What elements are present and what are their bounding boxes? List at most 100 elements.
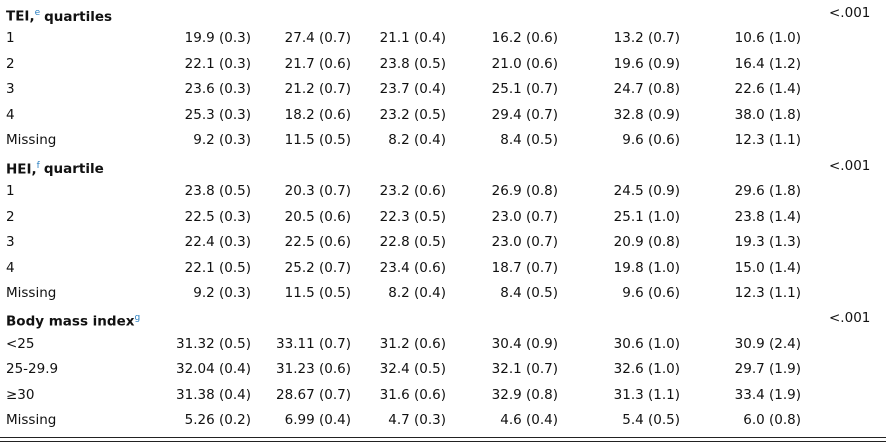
cell-value: 22.6 (1.4) [734,81,801,98]
p-value: <.001 [829,310,871,327]
footnote-marker: e [34,8,41,18]
section-header: Body mass indexg [6,309,140,331]
section-label: HEI, [6,161,37,178]
cell-value: 18.7 (0.7) [491,259,558,276]
row-label: Missing [6,284,57,301]
cell-value: 32.8 (0.9) [613,106,680,123]
cell-value: 38.0 (1.8) [734,106,801,123]
row-label: 4 [6,259,15,276]
cell-value: 9.2 (0.3) [193,132,251,149]
cell-value: 9.2 (0.3) [193,284,251,301]
cell-value: 19.9 (0.3) [184,30,251,47]
cell-value: 15.0 (1.4) [734,259,801,276]
cell-value: 29.6 (1.8) [734,183,801,200]
cell-value: 6.99 (0.4) [284,412,351,429]
cell-value: 16.4 (1.2) [734,55,801,72]
section-header: HEI,f quartile [6,157,104,179]
cell-value: 19.8 (1.0) [613,259,680,276]
row-label: Missing [6,412,57,429]
cell-value: 31.38 (0.4) [176,386,251,403]
cell-value: 22.4 (0.3) [184,234,251,251]
cell-value: 33.4 (1.9) [734,386,801,403]
section-label-suffix: quartile [43,161,104,178]
cell-value: 25.1 (1.0) [613,208,680,225]
section-label: TEI, [6,8,35,25]
cell-value: 8.2 (0.4) [388,132,446,149]
cell-value: 22.1 (0.3) [184,55,251,72]
section-label: Body mass index [6,313,135,330]
row-label: 4 [6,106,15,123]
cell-value: 22.1 (0.5) [184,259,251,276]
section-label-suffix: quartiles [44,8,113,25]
cell-value: 22.5 (0.3) [184,208,251,225]
cell-value: 20.9 (0.8) [613,234,680,251]
row-label: 3 [6,81,15,98]
cell-value: 21.1 (0.4) [379,30,446,47]
cell-value: 31.6 (0.6) [379,386,446,403]
cell-value: 4.6 (0.4) [500,412,558,429]
cell-value: 32.04 (0.4) [176,361,251,378]
cell-value: 29.7 (1.9) [734,361,801,378]
footnote-marker: f [36,160,40,171]
cell-value: 25.1 (0.7) [491,81,558,98]
row-label: 3 [6,234,15,251]
cell-value: 5.26 (0.2) [184,412,251,429]
cell-value: 23.8 (1.4) [734,208,801,225]
row-label: 2 [6,55,15,72]
cell-value: 23.8 (0.5) [184,183,251,200]
cell-value: 23.0 (0.7) [491,208,558,225]
cell-value: 26.9 (0.8) [491,183,558,200]
cell-value: 11.5 (0.5) [284,284,351,301]
cell-value: 23.4 (0.6) [379,259,446,276]
cell-value: 29.4 (0.7) [491,106,558,123]
cell-value: 6.0 (0.8) [743,412,801,429]
cell-value: 8.4 (0.5) [500,284,558,301]
cell-value: 9.6 (0.6) [622,132,680,149]
cell-value: 23.8 (0.5) [379,55,446,72]
cell-value: 8.2 (0.4) [388,284,446,301]
cell-value: 32.1 (0.7) [491,361,558,378]
cell-value: 12.3 (1.1) [734,132,801,149]
bottom-rule [0,441,886,442]
cell-value: 30.9 (2.4) [734,335,801,352]
cell-value: 27.4 (0.7) [284,30,351,47]
cell-value: 22.3 (0.5) [379,208,446,225]
cell-value: 11.5 (0.5) [284,132,351,149]
cell-value: 16.2 (0.6) [491,30,558,47]
cell-value: 31.3 (1.1) [613,386,680,403]
cell-value: 19.3 (1.3) [734,234,801,251]
cell-value: 33.11 (0.7) [276,335,351,352]
cell-value: 8.4 (0.5) [500,132,558,149]
cell-value: 25.3 (0.3) [184,106,251,123]
cell-value: 28.67 (0.7) [276,386,351,403]
cell-value: 9.6 (0.6) [622,284,680,301]
cell-value: 30.4 (0.9) [491,335,558,352]
cell-value: 23.2 (0.6) [379,183,446,200]
cell-value: 18.2 (0.6) [284,106,351,123]
cell-value: 32.9 (0.8) [491,386,558,403]
cell-value: 5.4 (0.5) [622,412,680,429]
cell-value: 25.2 (0.7) [284,259,351,276]
cell-value: 13.2 (0.7) [613,30,680,47]
cell-value: 24.5 (0.9) [613,183,680,200]
cell-value: 23.6 (0.3) [184,81,251,98]
section-header: TEI,e quartiles [6,4,112,26]
bottom-rule [0,437,886,438]
cell-value: 23.2 (0.5) [379,106,446,123]
cell-value: 21.7 (0.6) [284,55,351,72]
cell-value: 20.5 (0.6) [284,208,351,225]
row-label: 25-29.9 [6,361,59,378]
cell-value: 31.2 (0.6) [379,335,446,352]
p-value: <.001 [829,157,871,174]
row-label: 1 [6,183,15,200]
cell-value: 32.4 (0.5) [379,361,446,378]
cell-value: 22.5 (0.6) [284,234,351,251]
cell-value: 30.6 (1.0) [613,335,680,352]
cell-value: 12.3 (1.1) [734,284,801,301]
row-label: ≥30 [6,386,35,403]
cell-value: 24.7 (0.8) [613,81,680,98]
cell-value: 31.32 (0.5) [176,335,251,352]
cell-value: 21.0 (0.6) [491,55,558,72]
cell-value: 23.0 (0.7) [491,234,558,251]
